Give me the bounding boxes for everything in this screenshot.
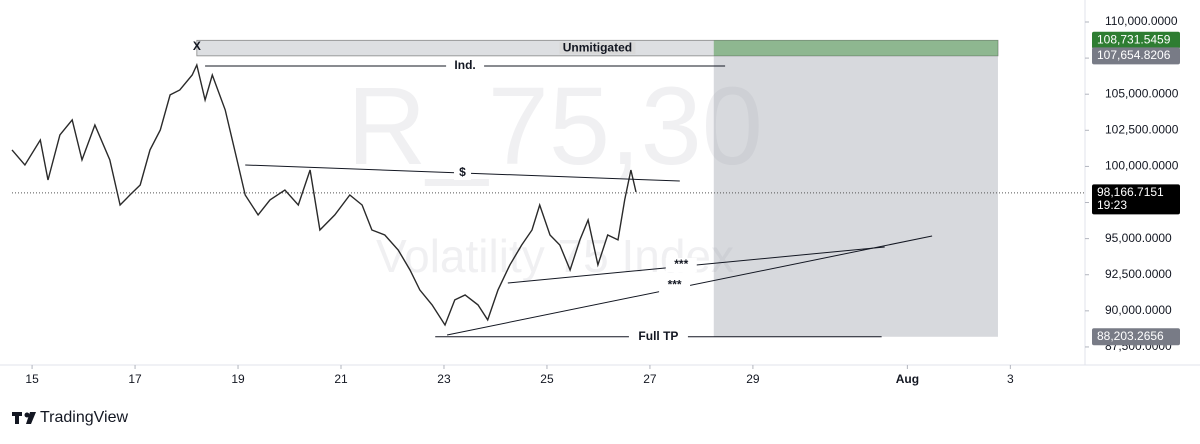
price-label: 108,731.5459 bbox=[1097, 32, 1171, 46]
brand-logo bbox=[12, 412, 36, 424]
trend-label: Full TP bbox=[638, 329, 678, 343]
zone-highlight bbox=[713, 40, 998, 56]
watermark: R_75,30 bbox=[347, 65, 763, 188]
price-label-bg bbox=[1092, 184, 1180, 215]
y-tick-label: 105,000.0000 bbox=[1105, 86, 1179, 100]
x-tick-label: 25 bbox=[540, 372, 554, 386]
price-label-bg bbox=[1092, 31, 1180, 49]
x-tick-label: 29 bbox=[746, 372, 760, 386]
trend-label-bg bbox=[665, 257, 697, 272]
price-label-bg bbox=[1092, 47, 1180, 65]
y-tick-label: 100,000.0000 bbox=[1105, 159, 1179, 173]
price-label: 98,166.7151 bbox=[1097, 185, 1164, 199]
trend-label-bg bbox=[659, 278, 691, 293]
position-box bbox=[713, 55, 998, 337]
trend-label-bg bbox=[454, 165, 472, 180]
trend-label: $ bbox=[459, 165, 466, 179]
y-tick-label: 110,000.0000 bbox=[1105, 14, 1178, 28]
x-tick-label: 17 bbox=[128, 372, 142, 386]
price-line bbox=[11, 62, 637, 327]
x-tick-label: 19 bbox=[231, 372, 245, 386]
x-tick-label: 3 bbox=[1007, 372, 1014, 386]
price-label-bg bbox=[1092, 328, 1180, 346]
price-label: 88,203.2656 bbox=[1097, 329, 1164, 343]
y-tick-label: 92,500.0000 bbox=[1105, 267, 1172, 281]
x-tick-label: Aug bbox=[896, 372, 919, 386]
y-tick-label: 102,500.0000 bbox=[1105, 122, 1179, 136]
y-tick-label: 90,000.0000 bbox=[1105, 303, 1172, 317]
trend-label-bg bbox=[446, 58, 485, 73]
watermark-subtitle: Volatility 75 Index bbox=[376, 230, 734, 282]
x-tick-label: 21 bbox=[334, 372, 348, 386]
trend-label: *** bbox=[668, 278, 682, 292]
trend-label: Ind. bbox=[454, 58, 475, 72]
zone-label: Unmitigated bbox=[563, 40, 632, 54]
x-tick-label: 23 bbox=[437, 372, 451, 386]
trend-label-bg bbox=[628, 329, 688, 344]
trend-label: *** bbox=[674, 257, 688, 271]
x-tick-label: 15 bbox=[25, 372, 39, 386]
marker: X bbox=[193, 39, 201, 53]
x-tick-label: 27 bbox=[643, 372, 657, 386]
brand: TradingView bbox=[40, 409, 128, 426]
y-tick-label: 95,000.0000 bbox=[1105, 231, 1172, 245]
countdown: 19:23 bbox=[1097, 198, 1127, 212]
price-label: 107,654.8206 bbox=[1097, 48, 1171, 62]
zone-label-bg bbox=[559, 42, 636, 55]
